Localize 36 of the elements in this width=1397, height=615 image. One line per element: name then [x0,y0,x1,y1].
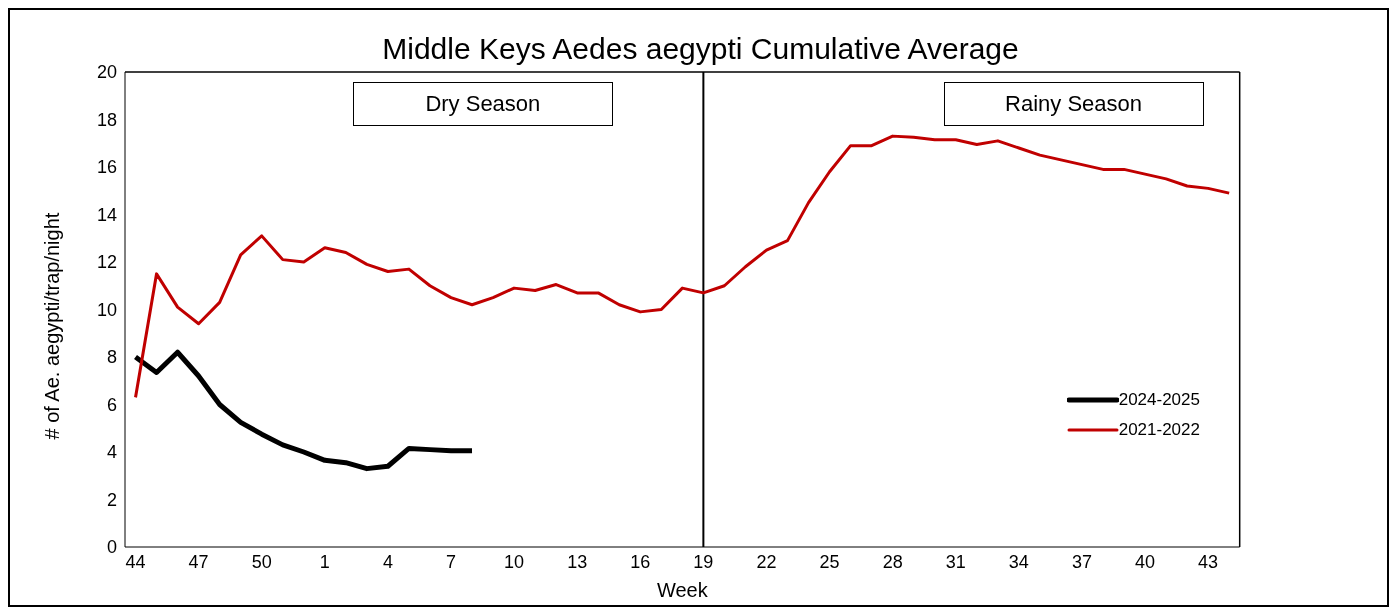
legend-label: 2021-2022 [1118,420,1200,440]
y-tick-label: 4 [106,442,117,463]
x-tick-label: 34 [1008,551,1029,572]
y-axis-title: # of Ae. aegypti/trap/night [41,212,64,440]
x-tick-label: 19 [693,551,714,572]
y-tick-label: 14 [96,204,117,225]
x-tick-label: 10 [504,551,525,572]
x-tick-label: 1 [319,551,330,572]
y-tick-label: 6 [106,394,117,415]
y-tick-label: 10 [96,299,117,320]
text-box: Rainy Season [943,82,1204,126]
y-tick-label: 2 [106,489,117,510]
x-tick-label: 40 [1135,551,1156,572]
x-tick-label: 31 [945,551,966,572]
text-box: Dry Season [352,82,613,126]
x-tick-label: 16 [630,551,651,572]
x-tick-label: 50 [251,551,272,572]
x-tick-label: 47 [188,551,209,572]
y-tick-label: 20 [96,62,117,83]
x-tick-label: 25 [819,551,840,572]
y-tick-label: 12 [96,252,117,273]
x-axis-title: Week [656,579,709,601]
y-tick-label: 0 [106,537,117,558]
x-tick-label: 4 [382,551,393,572]
y-tick-label: 8 [106,347,117,368]
y-tick-label: 18 [96,109,117,130]
x-tick-label: 43 [1198,551,1219,572]
y-tick-label: 16 [96,157,117,178]
x-tick-label: 37 [1071,551,1092,572]
x-tick-label: 22 [756,551,777,572]
x-tick-label: 28 [882,551,903,572]
x-tick-label: 7 [445,551,456,572]
x-tick-label: 44 [125,551,146,572]
x-tick-label: 13 [567,551,588,572]
chart-title: Middle Keys Aedes aegypti Cumulative Average [382,32,1019,65]
legend-label: 2024-2025 [1118,390,1200,410]
